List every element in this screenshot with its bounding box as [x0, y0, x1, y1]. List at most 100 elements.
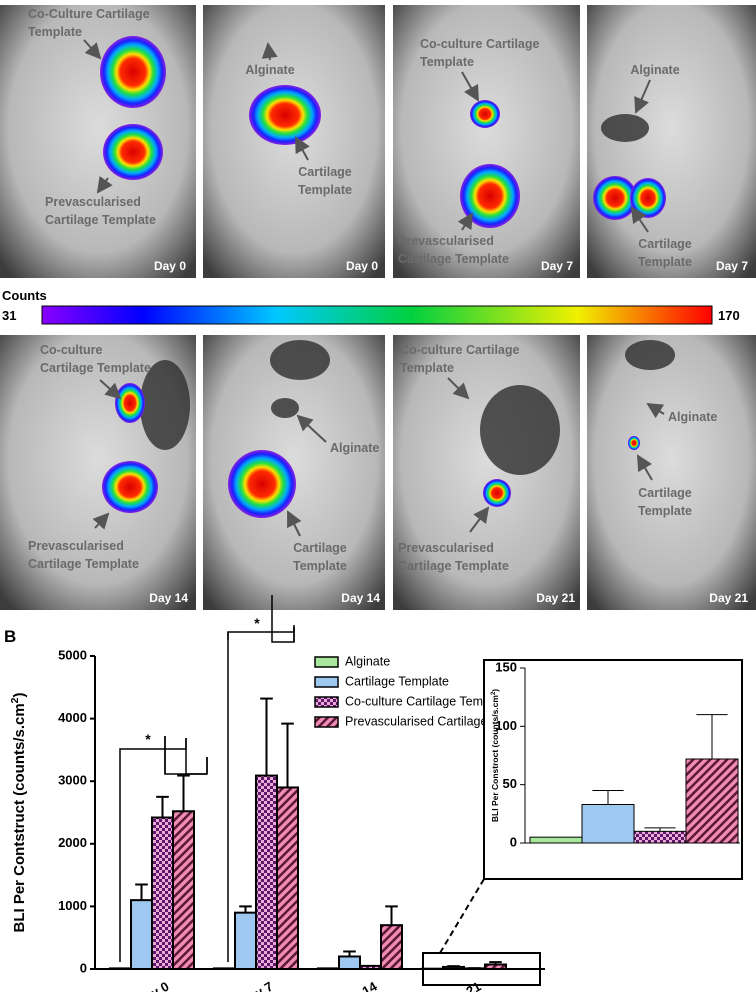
arrow — [646, 402, 665, 419]
x-tick-label: Day 7 — [238, 979, 276, 992]
y-axis-label-part: 2 — [9, 697, 21, 703]
annotation: Template — [293, 559, 347, 573]
annotation: Cartilage Template — [28, 557, 139, 571]
colorbar-max: 170 — [718, 308, 740, 323]
colorbar — [41, 305, 713, 325]
photo-panel: Co-Culture Cartilage Template Prevasculari… — [0, 5, 756, 610]
annotation: Co-culture Cartilage — [420, 37, 540, 51]
annotation: Cartilage — [638, 237, 692, 251]
arrow — [287, 510, 302, 537]
zoom-box — [422, 952, 541, 986]
annotation: Cartilage Template — [40, 361, 151, 375]
legend-swatch — [314, 676, 339, 688]
y-axis-label: BLI Per Constroct (counts/s.cm2) — [490, 689, 500, 822]
error-bar — [696, 714, 728, 759]
error-bar — [281, 722, 294, 788]
error-bar — [592, 790, 624, 805]
annotation: Co-Culture Cartilage — [28, 7, 150, 21]
bar — [685, 758, 739, 844]
arrow — [469, 506, 490, 533]
arrow — [92, 512, 110, 530]
annotation: Co-culture Cartilage — [400, 343, 520, 357]
day-label: Day 21 — [536, 591, 575, 605]
y-tick-label: 0 — [80, 960, 87, 975]
y-axis-label-part: BLI Per Constroct (counts/s.cm — [490, 695, 500, 822]
arrow — [461, 71, 479, 102]
arrow — [634, 79, 651, 114]
y-axis-label-part: ) — [490, 689, 500, 692]
arrow — [447, 377, 470, 400]
significance-bracket — [227, 627, 295, 642]
dark-patch — [601, 114, 649, 142]
annotation: Cartilage Template — [398, 252, 509, 266]
annotation: Cartilage Template — [398, 559, 509, 573]
legend-swatch — [314, 716, 339, 728]
arrow — [83, 39, 102, 60]
legend-label: Alginate — [345, 654, 390, 668]
annotation: Cartilage — [293, 541, 347, 555]
annotation: Cartilage Template — [45, 213, 156, 227]
arrow — [261, 42, 278, 61]
signal-blob — [228, 450, 296, 518]
error-bar — [135, 883, 148, 901]
bar — [442, 965, 465, 971]
annotation: Prevascularised — [398, 234, 494, 248]
signal-blob — [249, 85, 321, 145]
dark-patch — [271, 398, 299, 418]
error-bar — [177, 774, 190, 812]
dark-patch — [140, 360, 190, 450]
error-bar — [260, 697, 273, 776]
annotation: Prevascularised — [28, 539, 124, 553]
day-label: Day 14 — [341, 591, 380, 605]
significance-star: * — [254, 615, 260, 631]
error-bar — [239, 905, 252, 913]
y-axis-label-part: BLI Per Contstruct (counts/s.cm — [11, 703, 28, 932]
bar — [581, 804, 635, 844]
legend-swatch — [314, 696, 339, 708]
signal-blob — [628, 436, 640, 450]
y-tick-label: 4000 — [58, 710, 87, 725]
arrow — [630, 206, 649, 233]
bar — [151, 816, 174, 970]
photo — [393, 335, 580, 610]
legend-label: Cartilage Template — [345, 674, 449, 688]
dark-patch — [480, 385, 560, 475]
arrow — [99, 379, 122, 400]
photo — [587, 5, 756, 278]
signal-blob — [103, 124, 163, 180]
y-tick-label: 5000 — [58, 647, 87, 662]
y-tick-label: 2000 — [58, 835, 87, 850]
significance-star: * — [145, 731, 151, 747]
annotation: Template — [298, 183, 352, 197]
bar — [359, 964, 382, 970]
photo — [587, 335, 756, 610]
bar — [338, 955, 361, 970]
bar — [255, 774, 278, 970]
annotation: Cartilage — [298, 165, 352, 179]
arrow — [457, 212, 474, 231]
bar — [317, 967, 340, 971]
annotation: Alginate — [630, 63, 679, 77]
annotation: Prevascularised — [398, 541, 494, 555]
day-label: Day 0 — [346, 259, 378, 273]
day-label: Day 0 — [154, 259, 186, 273]
bar — [529, 836, 583, 844]
annotation: Prevascularised — [45, 195, 141, 209]
dark-patch — [270, 340, 330, 380]
annotation: Template — [400, 361, 454, 375]
annotation: Alginate — [668, 410, 717, 424]
legend-swatch — [314, 656, 339, 668]
y-tick-label: 100 — [495, 718, 517, 733]
bar — [633, 830, 687, 844]
bar — [130, 899, 153, 971]
annotation: Co-culture — [40, 343, 103, 357]
bar — [380, 924, 403, 970]
bar — [172, 810, 195, 970]
day-label: Day 7 — [541, 259, 573, 273]
signal-blob — [593, 176, 637, 220]
arrow — [96, 175, 113, 194]
y-axis-label: BLI Per Contstruct (counts/s.cm2) — [9, 692, 28, 932]
colorbar-min: 31 — [2, 308, 16, 323]
